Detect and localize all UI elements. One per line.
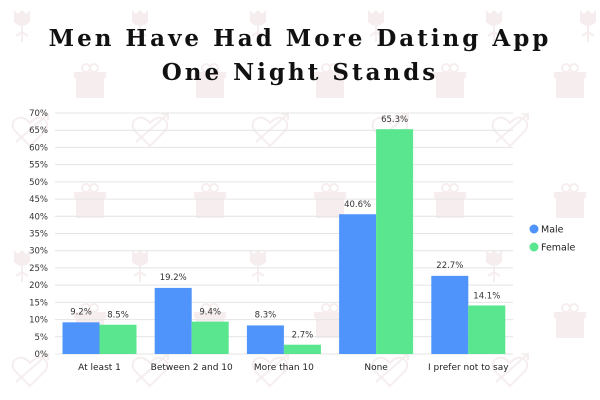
- gift-icon: [554, 303, 586, 338]
- x-axis-categories: At least 1 Between 2 and 10 More than 10 No…: [78, 363, 509, 373]
- data-label: 19.2%: [160, 273, 187, 283]
- gift-icon: [74, 183, 106, 218]
- chart-title: Men Have Had More Dating App One Night S…: [0, 22, 600, 90]
- y-tick-label: 0%: [35, 350, 49, 360]
- x-category-label: More than 10: [254, 363, 314, 373]
- data-label: 9.2%: [70, 307, 92, 317]
- heart-arrow-icon: [11, 113, 49, 148]
- legend-item-female[interactable]: Female: [529, 242, 576, 254]
- gift-icon: [74, 63, 106, 98]
- gift-icon: [554, 63, 586, 98]
- data-label: 9.4%: [199, 308, 221, 318]
- rose-icon: [250, 10, 266, 42]
- legend-swatch: [529, 224, 539, 234]
- rose-icon: [132, 10, 148, 42]
- heart-arrow-icon: [491, 353, 529, 388]
- y-tick-label: 10%: [29, 316, 48, 326]
- y-tick-label: 70%: [29, 109, 48, 119]
- bar-male: [339, 214, 377, 354]
- bars: [62, 129, 506, 354]
- x-category-label: I prefer not to say: [428, 363, 509, 373]
- y-tick-label: 45%: [29, 195, 48, 205]
- data-label: 8.3%: [255, 310, 277, 320]
- y-tick-label: 35%: [29, 230, 48, 240]
- x-category-label: None: [364, 363, 388, 373]
- gift-icon: [194, 183, 226, 218]
- y-tick-label: 55%: [29, 161, 48, 171]
- legend-label: Female: [541, 243, 576, 254]
- bar-female: [376, 129, 414, 354]
- bar-male: [431, 275, 469, 354]
- bar-female: [191, 321, 229, 354]
- heart-arrow-icon: [491, 113, 529, 148]
- rose-icon: [486, 10, 502, 42]
- x-category-label: At least 1: [78, 363, 121, 373]
- bar-male: [62, 322, 100, 354]
- y-tick-label: 20%: [29, 281, 48, 291]
- rose-icon: [580, 10, 596, 42]
- data-label: 14.1%: [473, 291, 500, 301]
- bar-female: [468, 305, 506, 354]
- heart-arrow-icon: [131, 113, 169, 148]
- data-label: 65.3%: [381, 115, 408, 125]
- y-tick-label: 15%: [29, 298, 48, 308]
- y-axis-ticks: 0% 5% 10% 15% 20% 25% 30% 35% 40% 45% 50% 55% 60% 65%…: [29, 109, 48, 360]
- gift-icon: [434, 63, 466, 98]
- gift-icon: [314, 183, 346, 218]
- rose-icon: [132, 250, 148, 282]
- chart-title-line-2: One Night Stands: [161, 59, 439, 86]
- rose-icon: [368, 10, 384, 42]
- bar-female: [283, 344, 321, 354]
- bar-male: [154, 287, 192, 354]
- chart-title-line-1: Men Have Had More Dating App: [48, 25, 552, 52]
- y-tick-label: 25%: [29, 264, 48, 274]
- gift-icon: [314, 63, 346, 98]
- legend: Male Female: [529, 224, 576, 254]
- rose-icon: [14, 10, 30, 42]
- rose-icon: [14, 250, 30, 282]
- gift-icon: [554, 183, 586, 218]
- y-tick-label: 60%: [29, 143, 48, 153]
- legend-item-male[interactable]: Male: [529, 224, 564, 236]
- y-tick-label: 5%: [35, 333, 49, 343]
- heart-arrow-icon: [11, 353, 49, 388]
- legend-label: Male: [541, 225, 564, 236]
- x-category-label: Between 2 and 10: [151, 363, 233, 373]
- gift-icon: [434, 183, 466, 218]
- y-tick-label: 65%: [29, 126, 48, 136]
- y-tick-label: 50%: [29, 178, 48, 188]
- bar-female: [99, 324, 137, 354]
- y-tick-label: 40%: [29, 212, 48, 222]
- data-label: 2.7%: [292, 331, 314, 341]
- data-label: 8.5%: [107, 311, 129, 321]
- legend-swatch: [529, 242, 539, 252]
- gift-icon: [194, 63, 226, 98]
- bar-male: [246, 325, 284, 354]
- rose-icon: [250, 250, 266, 282]
- rose-icon: [486, 250, 502, 282]
- y-tick-label: 30%: [29, 247, 48, 257]
- heart-arrow-icon: [251, 113, 289, 148]
- data-label: 22.7%: [436, 261, 463, 271]
- data-label: 40.6%: [344, 200, 371, 210]
- gift-icon: [314, 303, 346, 338]
- data-labels: 9.2% 8.5% 19.2% 9.4% 8.3% 2.7% 40.6% 65.3% 22.7%…: [70, 115, 500, 341]
